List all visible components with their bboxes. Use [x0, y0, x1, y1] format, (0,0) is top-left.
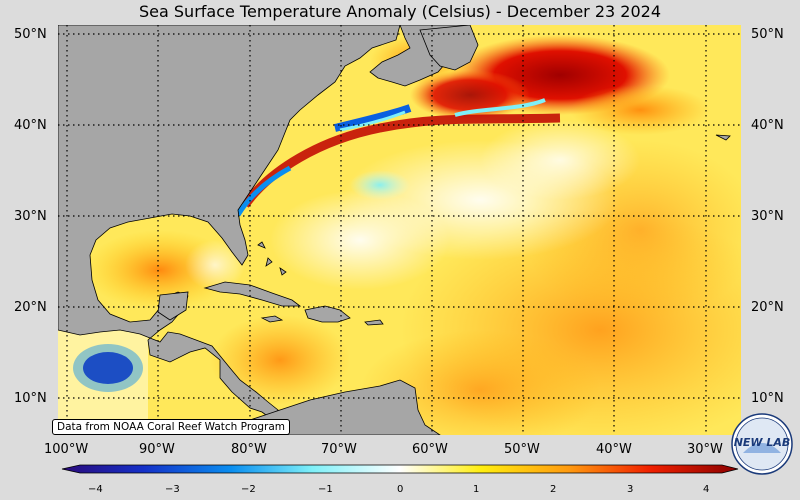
lon-label: 100°W	[44, 442, 89, 457]
colorbar-tick: 1	[473, 484, 480, 495]
lat-label-right: 50°N	[751, 27, 784, 42]
colorbar-tick: −2	[241, 484, 256, 495]
lon-label: 30°W	[687, 442, 723, 457]
data-credit: Data from NOAA Coral Reef Watch Program	[52, 419, 290, 435]
lat-label-right: 20°N	[751, 300, 784, 315]
colorbar-tick: 2	[550, 484, 557, 495]
lon-label: 80°W	[231, 442, 267, 457]
lon-label: 50°W	[504, 442, 540, 457]
noaa-lab-seal-icon: NEW LAB	[731, 413, 793, 479]
lat-label-right: 30°N	[751, 209, 784, 224]
lon-label: 60°W	[412, 442, 448, 457]
lat-label-left: 40°N	[14, 118, 47, 133]
colorbar-tick: 0	[397, 484, 404, 495]
lat-label-right: 40°N	[751, 118, 784, 133]
logo-text: NEW LAB	[734, 436, 791, 449]
colorbar	[61, 464, 739, 474]
colorbar-tick: −1	[318, 484, 333, 495]
lat-label-left: 50°N	[14, 27, 47, 42]
colorbar-tick: −3	[165, 484, 180, 495]
lat-label-left: 30°N	[14, 209, 47, 224]
lat-label-right: 10°N	[751, 391, 784, 406]
lon-label: 40°W	[596, 442, 632, 457]
colorbar-tick: 4	[703, 484, 710, 495]
land-masses	[58, 25, 731, 435]
graticule	[58, 25, 741, 435]
map-title: Sea Surface Temperature Anomaly (Celsius…	[139, 2, 661, 21]
lon-label: 90°W	[139, 442, 175, 457]
colorbar-tick: −4	[88, 484, 103, 495]
lat-label-left: 20°N	[14, 300, 47, 315]
lat-label-left: 10°N	[14, 391, 47, 406]
colorbar-tick: 3	[627, 484, 634, 495]
lon-label: 70°W	[321, 442, 357, 457]
